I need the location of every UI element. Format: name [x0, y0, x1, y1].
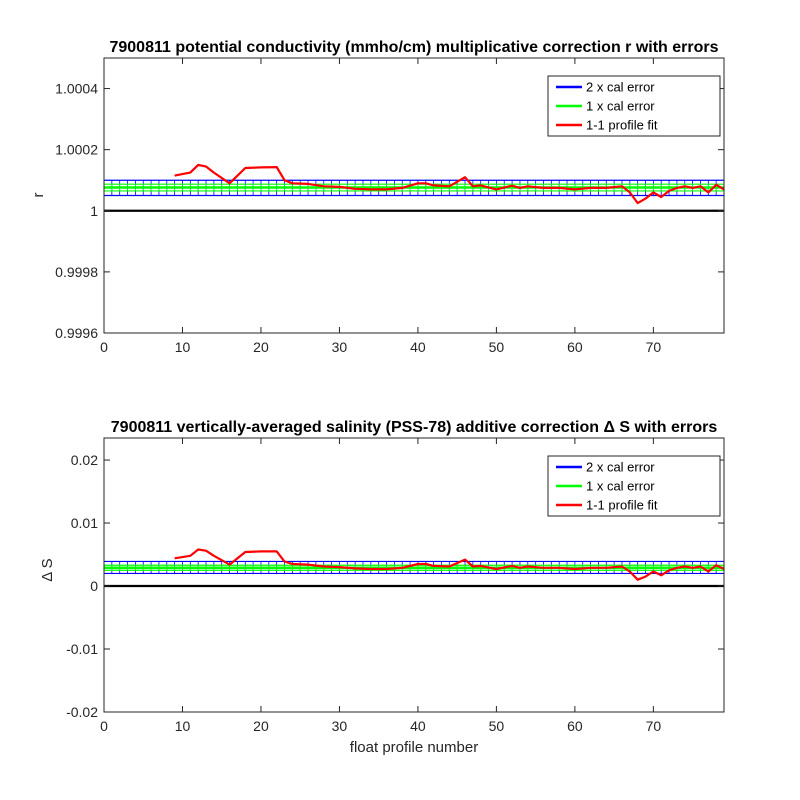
- y-tick-label-top: 1.0004: [55, 81, 98, 97]
- x-tick-label-bottom: 30: [332, 718, 348, 734]
- x-tick-label-bottom: 40: [410, 718, 426, 734]
- plot-area-top: 0 10 20 30 40 50 60 70 0.9996 0.9998 1 1.0002 1.0004…: [55, 57, 725, 355]
- x-tick-label-bottom: 60: [567, 718, 583, 734]
- axes-frame-top: [103, 57, 725, 334]
- y-axis-label-top: r: [30, 193, 47, 198]
- y-axis-label-bottom: Δ S: [39, 558, 56, 581]
- y-tick-label-bottom: 0.02: [71, 452, 98, 468]
- x-tick-label-bottom: 70: [646, 718, 662, 734]
- legend-label-bottom: 1-1 profile fit: [586, 498, 658, 513]
- x-tick-label-bottom: 20: [253, 718, 269, 734]
- legend-entry-2x-cal-error-bottom: 2 x cal error: [556, 460, 655, 475]
- legend-label-top: 1 x cal error: [586, 99, 655, 114]
- legend-entry-2x-cal-error-top: 2 x cal error: [556, 80, 655, 95]
- legend-label-top: 1-1 profile fit: [586, 118, 658, 133]
- y-tick-label-top: 1.0002: [55, 142, 98, 158]
- series-profile-fit-line-top: [174, 163, 725, 205]
- series-profile-fit-line-bottom: [174, 548, 725, 581]
- x-tick-label-bottom: 50: [489, 718, 505, 734]
- legend-entry-profile-fit-bottom: 1-1 profile fit: [556, 498, 658, 513]
- x-tick-label-top: 70: [646, 339, 662, 355]
- x-axis-label-bottom: float profile number: [350, 739, 478, 756]
- chart-bottom: 7900811 vertically-averaged salinity (PS…: [39, 419, 725, 756]
- axes-frame-bottom: [103, 437, 725, 713]
- y-tick-label-bottom: 0: [90, 578, 98, 594]
- legend-entry-1x-cal-error-bottom: 1 x cal error: [556, 479, 655, 494]
- x-tick-label-top: 0: [100, 339, 108, 355]
- x-tick-label-top: 10: [175, 339, 191, 355]
- chart-top: 7900811 potential conductivity (mmho/cm)…: [30, 39, 725, 355]
- y-tick-label-top: 0.9996: [55, 325, 98, 341]
- chart-title-top: 7900811 potential conductivity (mmho/cm)…: [109, 39, 718, 56]
- legend-label-bottom: 2 x cal error: [586, 460, 655, 475]
- y-tick-label-top: 0.9998: [55, 264, 98, 280]
- legend-bottom: 2 x cal error 1 x cal error 1-1 profile fi…: [547, 455, 721, 517]
- x-tick-label-bottom: 10: [175, 718, 191, 734]
- x-tick-label-top: 60: [567, 339, 583, 355]
- y-tick-label-bottom: -0.02: [66, 704, 98, 720]
- y-tick-label-bottom: 0.01: [71, 515, 98, 531]
- x-tick-label-top: 50: [489, 339, 505, 355]
- legend-label-bottom: 1 x cal error: [586, 479, 655, 494]
- chart-title-bottom: 7900811 vertically-averaged salinity (PS…: [111, 419, 718, 436]
- x-tick-label-bottom: 0: [100, 718, 108, 734]
- x-tick-label-top: 40: [410, 339, 426, 355]
- legend-entry-profile-fit-top: 1-1 profile fit: [556, 118, 658, 133]
- plot-area-bottom: 0 10 20 30 40 50 60 70 -0.02 -0.01 0 0.01 0.02 2 x ca…: [66, 437, 725, 734]
- y-tick-label-top: 1: [90, 203, 98, 219]
- x-tick-label-top: 20: [253, 339, 269, 355]
- x-tick-label-top: 30: [332, 339, 348, 355]
- legend-label-top: 2 x cal error: [586, 80, 655, 95]
- legend-entry-1x-cal-error-top: 1 x cal error: [556, 99, 655, 114]
- legend-top: 2 x cal error 1 x cal error 1-1 profile fi…: [547, 75, 721, 137]
- y-tick-label-bottom: -0.01: [66, 641, 98, 657]
